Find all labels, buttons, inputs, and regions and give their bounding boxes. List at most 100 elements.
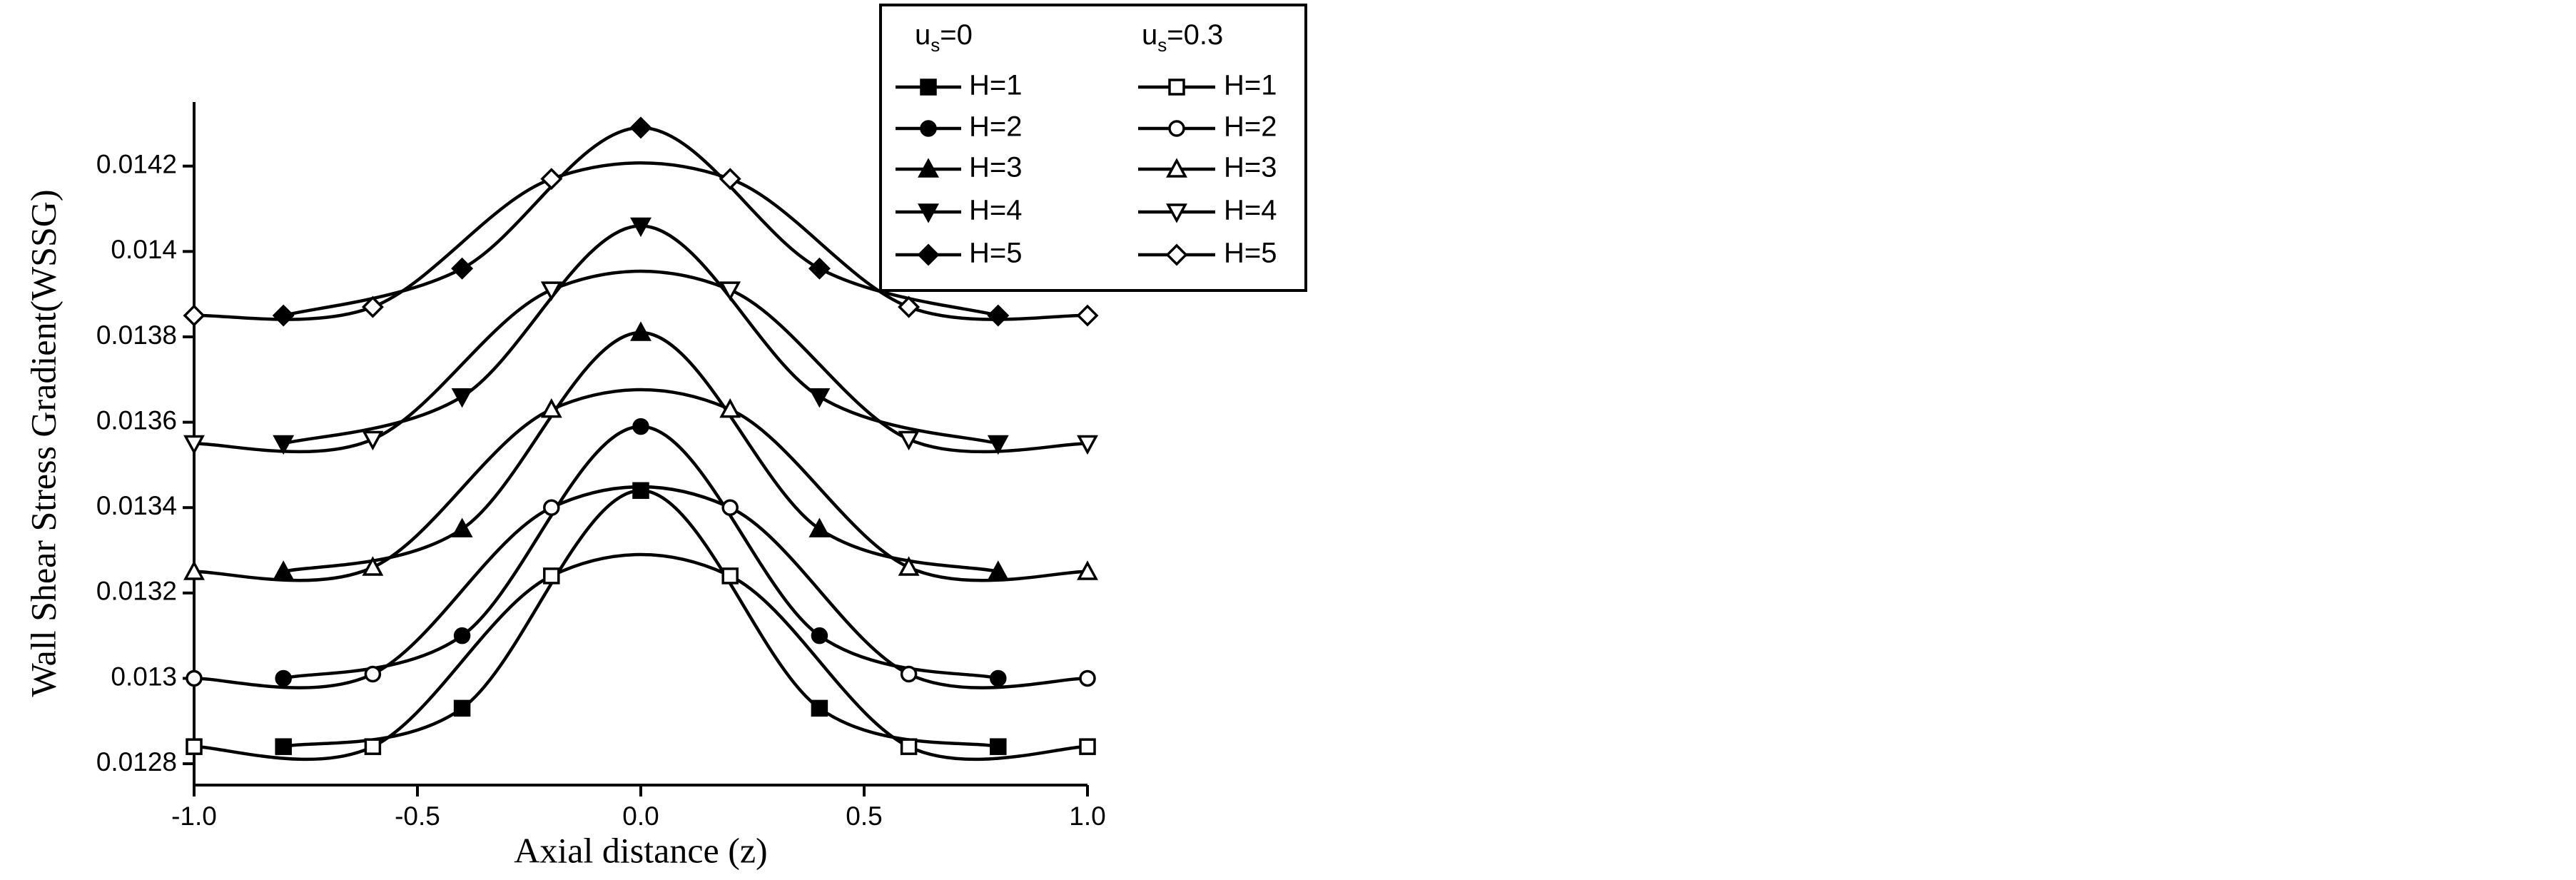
x-tick-label: -1.0 (171, 801, 217, 831)
marker (275, 669, 292, 687)
legend-label: H=3 (1224, 152, 1277, 183)
marker (540, 281, 562, 301)
legend-marker (1166, 158, 1187, 178)
marker (900, 738, 918, 755)
marker (186, 669, 203, 687)
series-line (193, 485, 1088, 689)
legend-subscript: s (1157, 34, 1167, 56)
legend-marker (1165, 243, 1188, 266)
series-line (283, 425, 999, 680)
legend-marker (920, 79, 937, 96)
x-tick-label: 1.0 (1069, 801, 1105, 831)
series-line (193, 161, 1088, 321)
y-tick-label: 0.014 (111, 235, 177, 264)
marker (808, 257, 831, 280)
marker (987, 435, 1009, 455)
marker (630, 321, 651, 341)
marker (898, 295, 921, 318)
series-line (193, 388, 1088, 582)
marker (898, 556, 920, 576)
marker (632, 418, 649, 435)
legend-label: H=2 (1224, 111, 1277, 143)
legend-marker (1166, 203, 1187, 223)
y-tick-label: 0.0128 (96, 747, 177, 777)
marker (540, 398, 562, 418)
marker (990, 669, 1007, 687)
legend-label: H=1 (969, 70, 1023, 101)
marker (453, 627, 471, 644)
legend-label: H=5 (1224, 238, 1277, 269)
y-tick-label: 0.0138 (96, 320, 177, 350)
legend-marker (918, 203, 939, 223)
legend-marker (920, 120, 937, 137)
series-line (193, 269, 1088, 454)
legend-label: H=4 (969, 195, 1023, 226)
legend-label: H=5 (969, 238, 1023, 269)
marker (987, 304, 1010, 327)
legend-heading-label: =0.3 (1167, 19, 1223, 51)
legend-symbol: u (1142, 19, 1157, 51)
legend-label: H=4 (1224, 195, 1277, 226)
marker (543, 499, 560, 516)
legend-heading-label: =0 (940, 19, 973, 51)
series-line (193, 552, 1088, 762)
x-axis-label: Axial distance (z) (514, 830, 767, 870)
legend-marker (918, 158, 939, 178)
marker (453, 699, 471, 717)
marker (540, 168, 563, 191)
legend-heading: us=0 (915, 19, 973, 56)
marker (275, 738, 292, 755)
marker (808, 388, 831, 408)
marker (451, 388, 473, 408)
y-tick-label: 0.0134 (96, 491, 177, 520)
marker (183, 304, 206, 327)
legend-marker (1168, 120, 1185, 137)
marker (811, 699, 828, 717)
marker (721, 567, 739, 585)
marker (719, 398, 741, 418)
legend-symbol: u (915, 19, 930, 51)
x-tick-label: 0.0 (622, 801, 659, 831)
marker (629, 116, 652, 139)
marker (362, 430, 384, 451)
legend-heading: us=0.3 (1142, 19, 1223, 56)
x-tick-label: 0.5 (846, 801, 882, 831)
x-tick-label: -0.5 (395, 801, 440, 831)
legend-box (879, 4, 1307, 292)
y-tick-label: 0.0132 (96, 577, 177, 606)
marker (630, 217, 651, 238)
y-tick-label: 0.013 (111, 662, 177, 691)
marker (721, 499, 739, 516)
marker (361, 295, 384, 318)
legend-marker (1168, 79, 1185, 96)
marker (990, 738, 1007, 755)
marker (186, 738, 203, 755)
marker (183, 435, 205, 455)
marker (272, 304, 295, 327)
y-tick-label: 0.0136 (96, 405, 177, 435)
marker (451, 517, 473, 537)
marker (719, 168, 741, 191)
y-axis-label: Wall Shear Stress Gradient(WSSG) (23, 189, 63, 697)
marker (543, 567, 560, 585)
marker (900, 665, 918, 683)
series-line (283, 489, 999, 749)
legend-marker (917, 243, 940, 266)
y-tick-label: 0.0142 (96, 150, 177, 179)
marker (808, 517, 831, 537)
marker (362, 556, 384, 576)
marker (1076, 304, 1099, 327)
series-line (283, 330, 999, 574)
legend-subscript: s (930, 34, 940, 56)
marker (451, 257, 474, 280)
marker (1079, 669, 1096, 687)
marker (898, 430, 920, 451)
marker (811, 627, 828, 644)
marker (1077, 435, 1098, 455)
marker (719, 281, 741, 301)
marker (273, 435, 295, 455)
marker (364, 738, 382, 755)
legend-label: H=2 (969, 111, 1023, 143)
marker (183, 560, 205, 580)
